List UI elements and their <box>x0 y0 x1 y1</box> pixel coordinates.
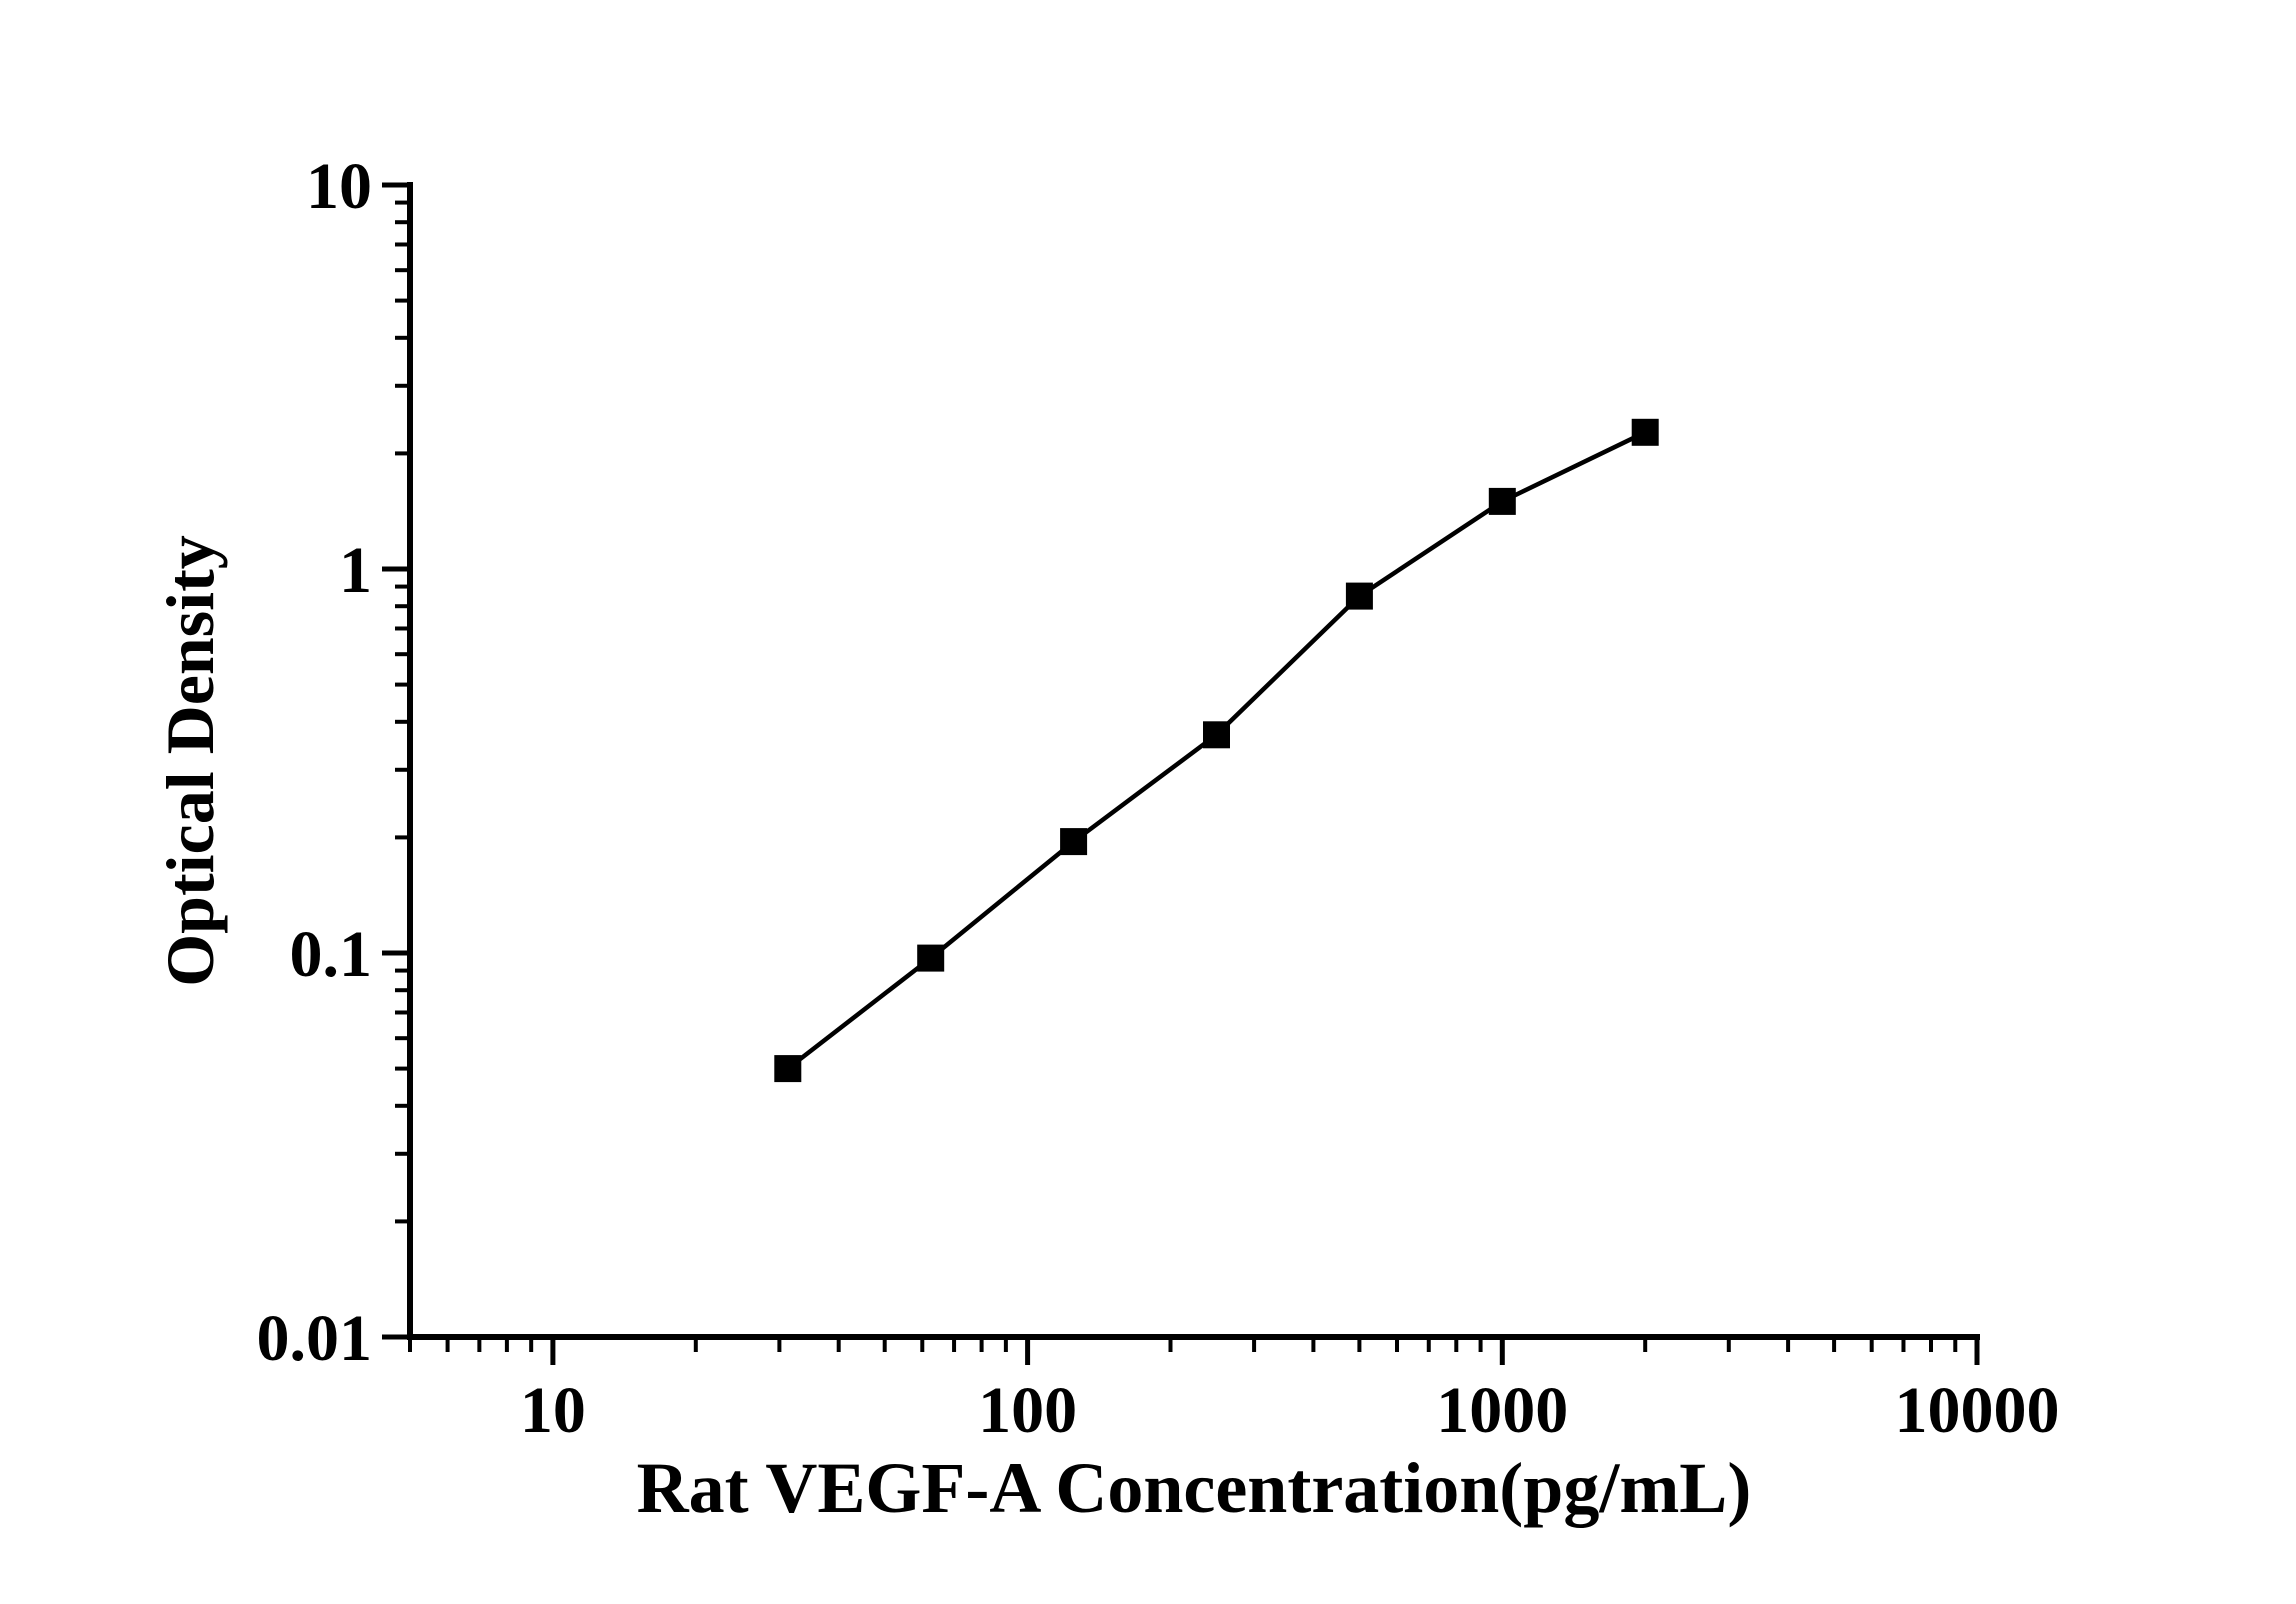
data-point-marker <box>1631 418 1659 446</box>
y-axis-title: Optical Density <box>152 535 228 986</box>
axis-ticks <box>382 182 1980 1365</box>
x-tick-label: 10 <box>520 1374 586 1447</box>
y-tick-label: 0.01 <box>257 1302 373 1375</box>
data-point-marker <box>1060 828 1088 856</box>
x-axis-title: Rat VEGF-A Concentration(pg/mL) <box>637 1448 1752 1528</box>
axis-tick-labels: 10 100 1000 10000 10 1 0.1 0.01 <box>257 150 2060 1447</box>
y-tick-label: 1 <box>339 534 372 607</box>
x-tick-label: 1000 <box>1436 1374 1568 1447</box>
data-point-marker <box>1345 582 1373 610</box>
x-tick-label: 100 <box>978 1374 1077 1447</box>
data-series <box>774 418 1659 1083</box>
data-point-marker <box>1203 721 1230 749</box>
data-point-marker <box>774 1055 802 1083</box>
y-tick-label: 10 <box>306 150 372 223</box>
data-point-marker <box>917 944 945 972</box>
x-tick-label: 10000 <box>1895 1374 2060 1447</box>
series-line <box>786 430 1647 1071</box>
y-tick-label: 0.1 <box>290 918 373 991</box>
data-point-marker <box>1488 487 1516 515</box>
